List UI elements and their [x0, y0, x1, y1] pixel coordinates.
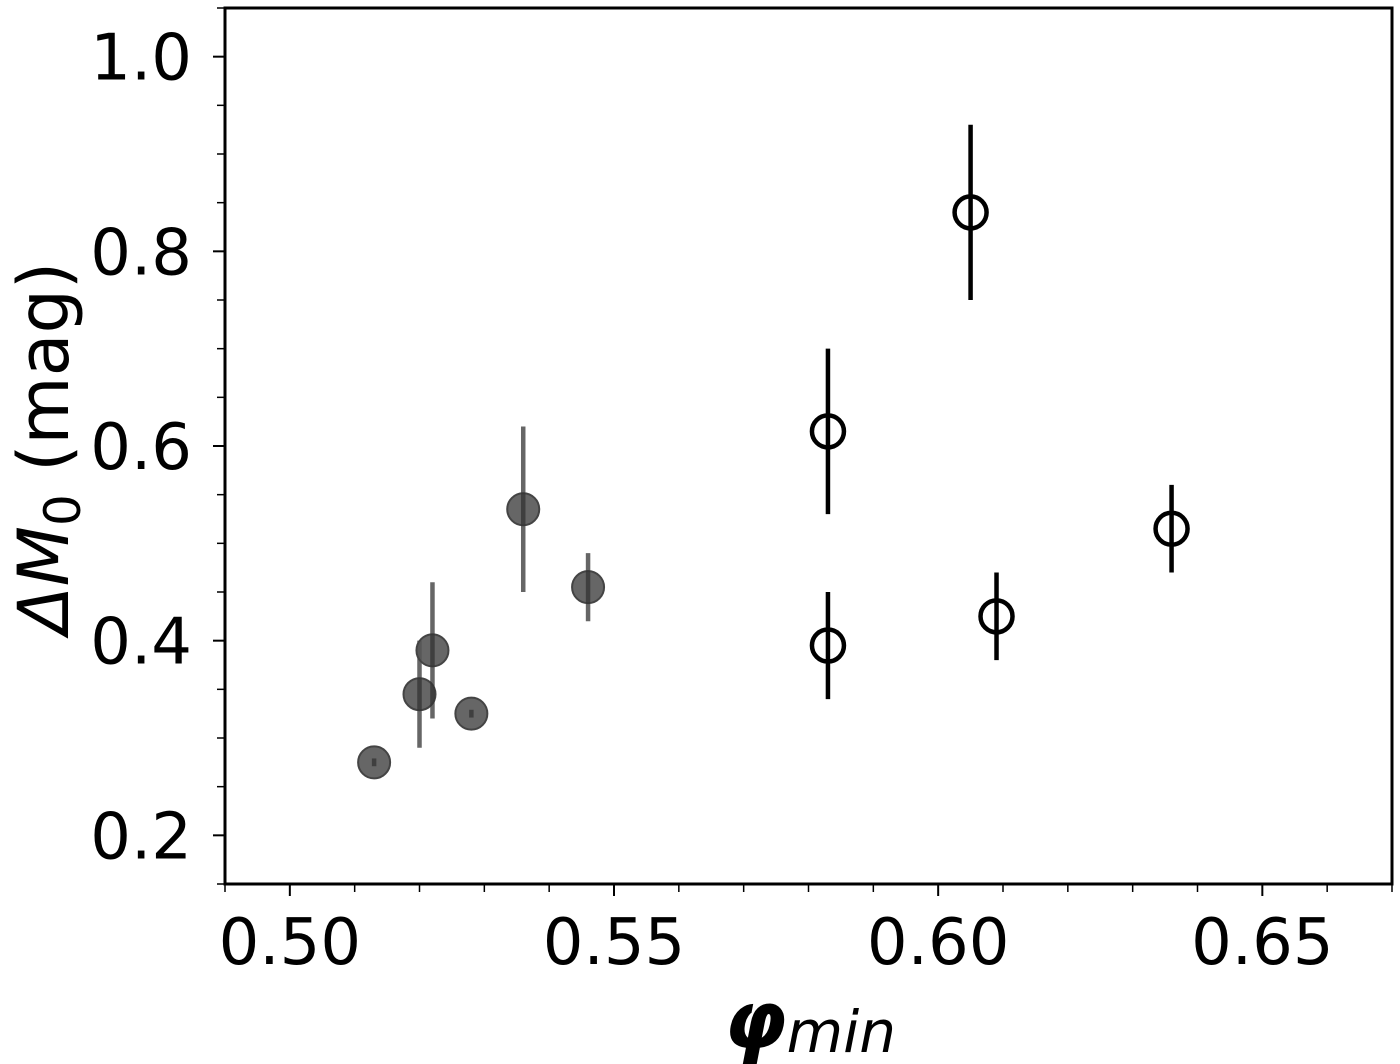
x-axis-label-sub: min: [787, 998, 896, 1064]
y-axis-label-prefix: ΔM: [3, 526, 85, 639]
x-tick-label: 0.50: [219, 906, 362, 980]
y-axis-label: ΔM0 (mag): [3, 262, 92, 639]
open-point: [1153, 510, 1190, 547]
x-tick-labels: 0.50 0.55 0.60 0.65: [219, 906, 1334, 980]
y-tick-label: 0.2: [90, 800, 192, 874]
y-tick-label: 0.4: [90, 606, 192, 680]
plot-frame: [223, 6, 1394, 886]
y-tick-label: 0.8: [90, 216, 192, 290]
y-axis-label-suffix: (mag): [3, 262, 85, 494]
open-point: [978, 598, 1015, 635]
x-axis-label-base: φ: [724, 974, 787, 1064]
data-points: [357, 124, 1190, 780]
y-tick-labels: 0.2 0.4 0.6 0.8 1.0: [90, 22, 192, 875]
y-tick-label: 0.6: [90, 411, 192, 485]
y-tick-label: 1.0: [90, 22, 192, 96]
y-axis-label-sub: 0: [34, 494, 92, 526]
x-tick-label: 0.55: [543, 906, 686, 980]
open-point: [952, 194, 989, 231]
open-point: [809, 627, 847, 664]
x-tick-label: 0.65: [1191, 906, 1334, 980]
open-point: [809, 413, 847, 450]
x-tick-label: 0.60: [867, 906, 1010, 980]
x-axis-label: φmin: [724, 974, 896, 1064]
